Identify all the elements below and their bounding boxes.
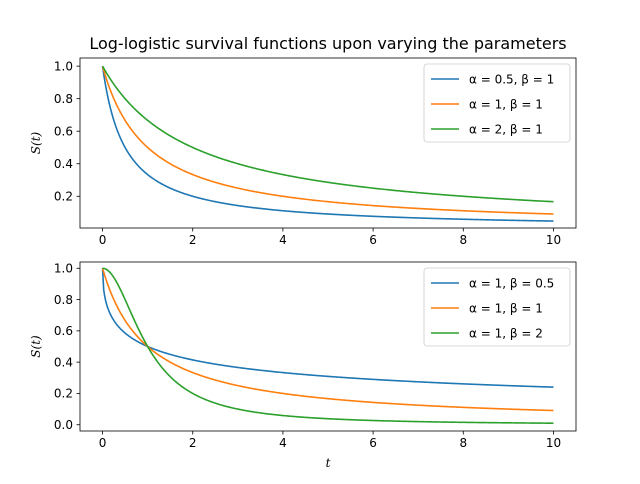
x-tick-label: 4 [279,233,287,247]
x-tick-label: 10 [546,436,561,450]
y-tick-label: 0.4 [54,355,73,369]
x-axis-label: t [326,456,331,470]
legend-label-1: α = 0.5, β = 1 [469,73,554,87]
y-tick-label: 0.0 [54,418,73,432]
legend-box [423,267,571,347]
x-tick-label: 0 [99,436,107,450]
x-tick-label: 0 [99,233,107,247]
series-line-2 [101,65,554,215]
x-tick-label: 10 [546,233,561,247]
series-line-3 [101,65,554,203]
axes-frame [79,261,577,432]
series-line-3 [102,267,554,424]
series-line-1 [101,66,554,222]
y-tick-label: 0.8 [54,293,73,307]
legend-label-1: α = 1, β = 0.5 [469,277,554,291]
y-axis-label: S(t) [29,335,43,358]
bottom-subplot: 0 2 4 6 8 10 0.0 0.2 0.4 0.6 0.8 1.0 S(t) t α = 1, β =… [29,261,577,470]
chart-title: Log-logistic survival functions upon var… [89,34,566,53]
legend-label-2: α = 1, β = 1 [469,98,543,112]
y-tick-label: 0.2 [54,190,73,204]
legend-box [423,63,571,143]
series-line-1 [101,268,554,388]
y-tick-label: 0.8 [54,92,73,106]
legend-label-2: α = 1, β = 1 [469,302,543,316]
x-tick-label: 4 [279,436,287,450]
axes-frame [79,57,577,229]
x-tick-label: 8 [459,233,467,247]
y-tick-label: 0.6 [54,125,73,139]
top-subplot: 0 2 4 6 8 10 0.2 0.4 0.6 0.8 1.0 S(t) α = 0.5, β = 1… [29,57,577,247]
x-tick-label: 8 [459,436,467,450]
y-axis-label: S(t) [29,131,43,154]
legend-label-3: α = 1, β = 2 [469,327,543,341]
y-tick-label: 0.4 [54,157,73,171]
x-tick-label: 6 [369,233,377,247]
x-tick-label: 6 [369,436,377,450]
series-line-2 [101,268,554,412]
y-tick-label: 1.0 [54,262,73,276]
y-tick-label: 0.6 [54,324,73,338]
y-tick-label: 0.2 [54,387,73,401]
legend-label-3: α = 2, β = 1 [469,123,543,137]
x-tick-label: 2 [189,233,197,247]
x-tick-label: 2 [189,436,197,450]
y-tick-label: 1.0 [54,59,73,73]
